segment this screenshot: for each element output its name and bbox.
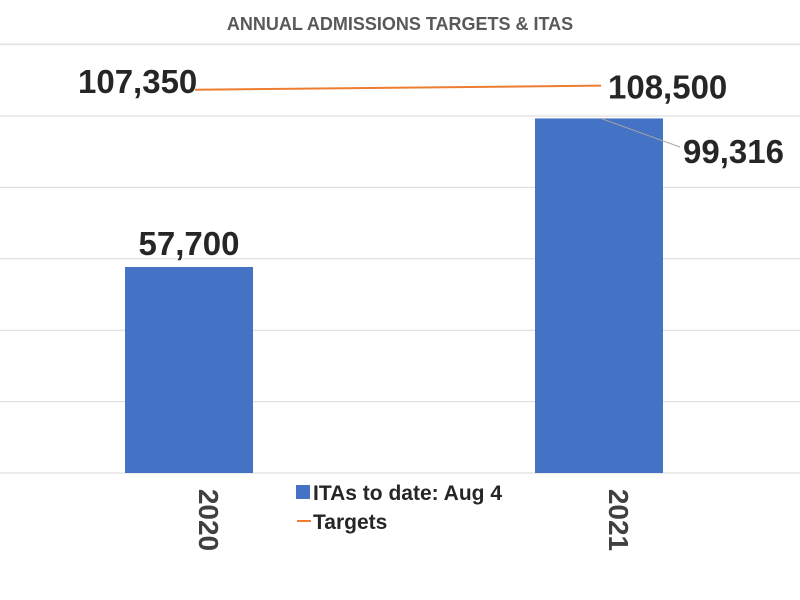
target-line xyxy=(194,84,602,91)
legend: ITAs to date: Aug 4 Targets xyxy=(296,482,502,534)
legend-label-bars: ITAs to date: Aug 4 xyxy=(313,482,502,505)
legend-label-line: Targets xyxy=(313,511,387,534)
data-label-target-2021: 108,500 xyxy=(608,69,727,106)
target-line-series xyxy=(194,84,602,91)
x-axis-tick-labels: 2020 2021 xyxy=(193,489,634,551)
bar-2021 xyxy=(535,118,663,473)
data-label-leader-line xyxy=(600,117,681,148)
data-label-itas-2021: 99,316 xyxy=(683,133,784,170)
x-tick-label-2021: 2021 xyxy=(603,489,634,551)
data-label-target-2020: 107,350 xyxy=(78,63,197,100)
legend-swatch-bars xyxy=(296,485,310,499)
data-label-itas-2020: 57,700 xyxy=(139,225,240,262)
bar-series xyxy=(125,118,663,473)
data-labels: 107,350 108,500 57,700 99,316 xyxy=(78,63,784,262)
bar-2020 xyxy=(125,267,253,473)
x-tick-label-2020: 2020 xyxy=(193,489,224,551)
chart-title: ANNUAL ADMISSIONS TARGETS & ITAS xyxy=(227,14,573,34)
gridlines xyxy=(0,43,800,474)
